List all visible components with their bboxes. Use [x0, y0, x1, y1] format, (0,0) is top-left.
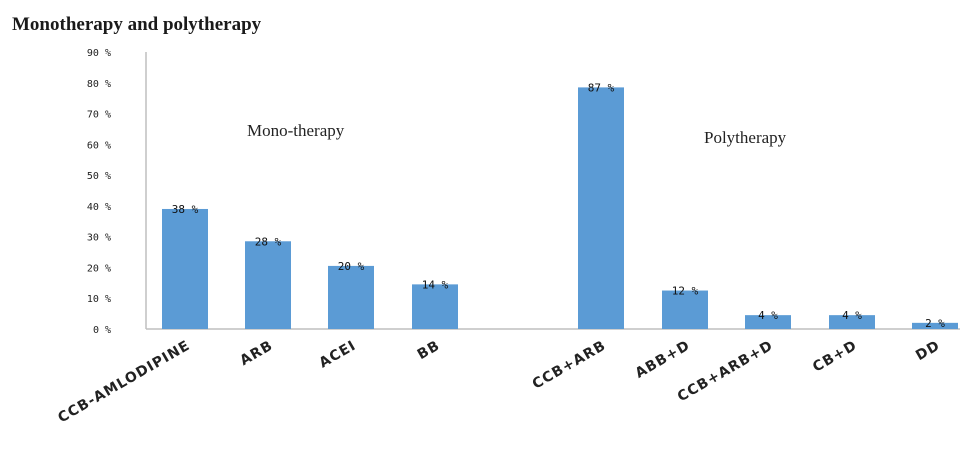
bar: [162, 208, 208, 329]
x-tick-label: ARB: [237, 338, 276, 370]
data-label: 87 %: [588, 81, 615, 94]
bar: [328, 265, 374, 329]
y-tick-label: 10 %: [87, 294, 111, 305]
y-tick-label: 20 %: [87, 263, 111, 274]
bar: [578, 87, 624, 330]
data-label: 2 %: [925, 317, 945, 330]
x-tick-label: CCB-AMLODIPINE: [55, 338, 193, 427]
data-label: 14 %: [422, 278, 449, 291]
x-tick-label: ACEI: [316, 338, 359, 372]
group-label-polytherapy: Polytherapy: [704, 128, 787, 147]
data-label: 38 %: [172, 203, 199, 216]
y-tick-label: 50 %: [87, 171, 111, 182]
x-tick-label: DD: [913, 338, 943, 364]
data-label: 20 %: [338, 260, 365, 273]
y-tick-label: 30 %: [87, 233, 111, 244]
bar: [829, 315, 875, 329]
data-label: 4 %: [842, 309, 862, 322]
data-label: 12 %: [672, 285, 699, 298]
bar: [245, 241, 291, 329]
data-label: 4 %: [758, 309, 778, 322]
x-tick-label: BB: [415, 338, 443, 364]
y-tick-label: 0 %: [93, 325, 111, 336]
x-tick-label: ABB+D: [633, 338, 693, 382]
y-tick-label: 80 %: [87, 79, 111, 90]
bar: [662, 290, 708, 329]
bar: [745, 315, 791, 329]
bar: [912, 322, 958, 329]
bar: [412, 284, 458, 329]
y-tick-label: 90 %: [87, 48, 111, 59]
x-tick-label: CB+D: [810, 338, 860, 376]
chart-title: Monotherapy and polytherapy: [12, 14, 262, 35]
group-label-mono-therapy: Mono-therapy: [247, 121, 345, 140]
y-tick-label: 60 %: [87, 140, 111, 151]
data-label: 28 %: [255, 235, 282, 248]
x-tick-label: CCB+ARB: [530, 338, 609, 393]
y-tick-label: 40 %: [87, 202, 111, 213]
y-tick-label: 70 %: [87, 110, 111, 121]
